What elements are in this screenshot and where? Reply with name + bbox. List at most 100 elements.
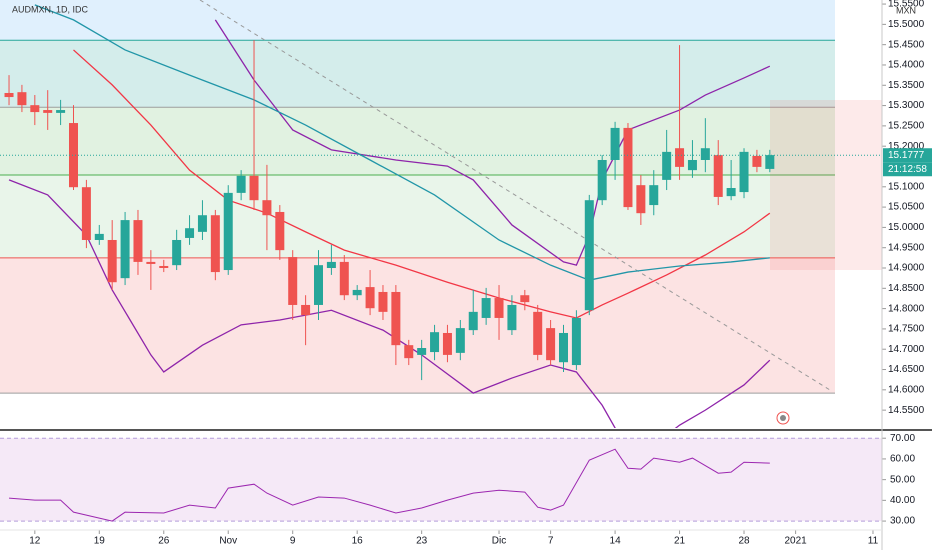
candle-body	[326, 261, 336, 269]
candle-body	[159, 265, 169, 269]
y-tick-label: 15.0000	[888, 222, 925, 233]
y-tick-label: 15.5500	[888, 0, 925, 10]
overlay-line	[73, 49, 771, 319]
candle-body	[430, 332, 440, 353]
candle-body	[391, 291, 401, 346]
x-tick-label: 2021	[784, 536, 807, 547]
overlay-line	[34, 4, 770, 281]
candle-body	[481, 298, 491, 318]
rsi-pane	[0, 437, 882, 522]
y-tick-label: 15.2500	[888, 121, 925, 132]
y-tick-label: 14.7500	[888, 324, 925, 335]
last-price-box	[883, 148, 932, 163]
y-tick-label: 15.1000	[888, 181, 925, 192]
y-tick-label: 14.8000	[888, 303, 925, 314]
candle-body	[623, 127, 633, 208]
y-tick-label: 15.4000	[888, 60, 925, 71]
y-tick-label: 15.5000	[888, 19, 925, 30]
candle-body	[146, 261, 156, 264]
price-pane	[0, 4, 882, 428]
candle-body	[378, 291, 388, 312]
y2-tick-label: 30.00	[890, 516, 915, 527]
y-tick-label: 14.7000	[888, 344, 925, 355]
candle-body	[236, 175, 246, 193]
candle-body	[4, 92, 14, 98]
candle-body	[468, 311, 478, 331]
candle-body	[507, 304, 517, 331]
candle-body	[185, 228, 195, 238]
y2-tick-label: 60.00	[890, 454, 915, 465]
zone	[0, 107, 835, 176]
candle-body	[571, 317, 581, 366]
y-tick-label: 14.8500	[888, 283, 925, 294]
candle-body	[649, 185, 659, 206]
x-tick-label: 16	[352, 536, 364, 547]
candle-body	[197, 215, 207, 232]
y-tick-label: 15.3500	[888, 80, 925, 91]
candle-body	[120, 220, 130, 279]
zone	[0, 40, 835, 108]
candle-body	[81, 187, 91, 240]
candle-body	[662, 151, 672, 180]
candle-body	[30, 105, 40, 113]
trend-line	[199, 0, 831, 391]
candle-body	[133, 220, 143, 262]
zone	[0, 257, 835, 394]
y-tick-label: 14.9000	[888, 263, 925, 274]
y-tick-label: 14.9500	[888, 242, 925, 253]
x-tick-label: 21	[674, 536, 686, 547]
candle-body	[752, 155, 762, 167]
rsi-line	[8, 448, 770, 522]
candle-body	[314, 265, 323, 305]
x-tick-label: 11	[868, 536, 879, 547]
candle-body	[455, 328, 465, 353]
candle-body	[404, 345, 414, 359]
candle-body	[56, 110, 66, 113]
candle-body	[610, 127, 620, 160]
x-tick-label: 9	[290, 536, 296, 547]
candle-body	[172, 239, 182, 266]
candle-body	[249, 175, 259, 201]
candle-body	[494, 298, 504, 318]
x-tick-label: 26	[158, 536, 170, 547]
x-tick-label: Dic	[492, 536, 506, 547]
fib-zones	[0, 0, 835, 394]
candle-body	[636, 185, 646, 214]
y-tick-label: 15.4500	[888, 39, 925, 50]
y2-tick-label: 70.00	[890, 433, 915, 444]
candle-body	[262, 200, 272, 216]
countdown-box	[883, 162, 932, 177]
y-tick-label: 14.6000	[888, 384, 925, 395]
alert-icon-dot	[780, 415, 786, 421]
candle-body	[17, 92, 27, 106]
chart-title: AUDMXN, 1D, IDC	[12, 4, 89, 14]
candle-body	[533, 311, 543, 355]
y2-tick-label: 40.00	[890, 495, 915, 506]
x-tick-label: 19	[94, 536, 106, 547]
candle-body	[210, 215, 220, 273]
x-tick-label: 12	[29, 536, 41, 547]
overlay-line	[214, 19, 771, 266]
countdown-label: 21:12:58	[888, 164, 927, 175]
x-tick-label: 23	[416, 536, 428, 547]
candle-body	[687, 159, 697, 171]
y-tick-label: 15.2000	[888, 141, 925, 152]
candle-body	[520, 295, 530, 303]
currency: MXN	[896, 5, 916, 15]
y-tick-label: 14.6500	[888, 364, 925, 375]
candle-body	[765, 155, 775, 169]
candle-body	[288, 257, 298, 305]
candle-body	[107, 239, 117, 283]
x-tick-label: 28	[738, 536, 750, 547]
x-tick-label: 14	[610, 536, 622, 547]
zone	[0, 0, 835, 41]
candle-body	[275, 211, 285, 251]
candle-body	[597, 159, 607, 201]
candle-body	[339, 261, 349, 296]
candle-body	[94, 233, 104, 240]
rsi-band	[0, 438, 882, 522]
candle-body	[713, 155, 723, 197]
y2-tick-label: 50.00	[890, 474, 915, 485]
cloud	[770, 100, 882, 270]
